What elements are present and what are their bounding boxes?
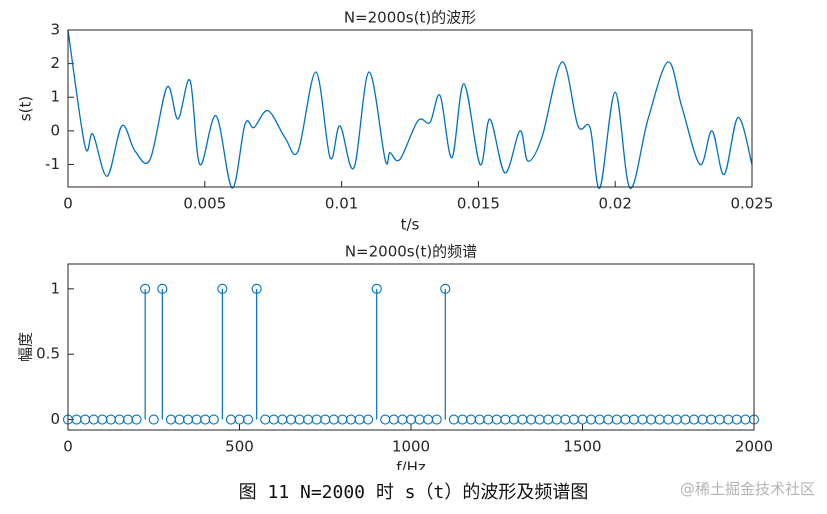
chart-title: N=2000s(t)的波形: [344, 9, 476, 27]
chart-title: N=2000s(t)的频谱: [345, 243, 477, 261]
plot-area: [68, 30, 752, 187]
stem-marker: [363, 414, 374, 425]
x-tick-label: 2000: [735, 438, 773, 456]
x-tick-label: 0.005: [183, 195, 226, 213]
stem-marker: [251, 283, 262, 294]
x-tick-label: 1500: [563, 438, 601, 456]
stem-marker: [243, 414, 254, 425]
y-tick-label: 3: [50, 21, 60, 39]
y-tick-label: 1: [50, 88, 60, 106]
x-tick-label: 0.025: [731, 195, 774, 213]
axes-box: [67, 29, 753, 188]
y-tick-label: 0.5: [36, 345, 60, 363]
stem-marker: [148, 414, 159, 425]
stem-marker: [217, 283, 228, 294]
plot-area: [68, 264, 754, 430]
x-tick-label: 0.015: [457, 195, 500, 213]
figure: N=2000s(t)的波形 t/s s(t) 0 0.005 0.01 0.015 0.02 0…: [17, 9, 774, 477]
x-tick-label: 500: [225, 438, 254, 456]
x-tick-label: 0: [63, 438, 73, 456]
stem-marker: [157, 283, 168, 294]
y-tick-label: -1: [45, 155, 60, 173]
x-tick-label: 0: [63, 195, 73, 213]
y-tick-label: 2: [50, 54, 60, 72]
x-tick-label: 0.01: [325, 195, 358, 213]
stem-marker: [140, 283, 151, 294]
stem-marker: [371, 283, 382, 294]
y-axis-label: 幅度: [17, 332, 35, 362]
y-tick-label: 0: [50, 410, 60, 428]
x-axis-label: t/s: [401, 216, 420, 234]
stem-marker: [440, 283, 451, 294]
x-tick-label: 1000: [392, 438, 430, 456]
watermark: @稀土掘金技术社区: [679, 480, 815, 498]
stem-marker: [431, 414, 442, 425]
y-tick-label: 1: [50, 279, 60, 297]
caption: 图 11 N=2000 时 s（t）的波形及频谱图: [238, 482, 589, 503]
y-tick-label: 0: [50, 121, 60, 139]
x-tick-label: 0.02: [598, 195, 631, 213]
signal-line: [67, 29, 753, 189]
stem-marker: [131, 414, 142, 425]
x-axis-label: f/Hz: [396, 459, 426, 471]
y-axis-label: s(t): [17, 96, 35, 121]
axes-box: [67, 263, 755, 431]
stem-marker: [208, 414, 219, 425]
